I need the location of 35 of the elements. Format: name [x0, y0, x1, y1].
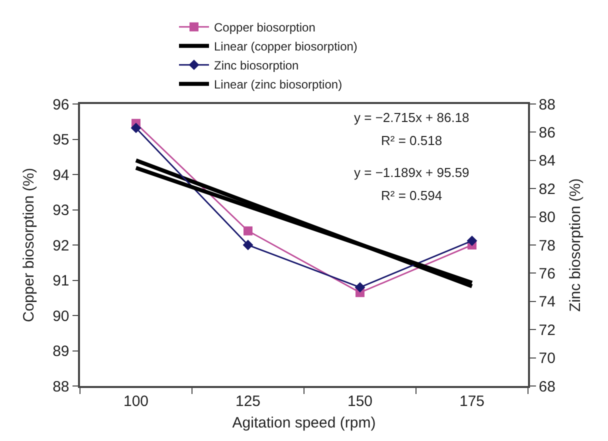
- y-tick-label: 93: [52, 202, 70, 219]
- y2-tick-label: 76: [538, 265, 556, 282]
- y2-tick-label: 70: [538, 350, 556, 368]
- x-tick-label: 100: [123, 392, 149, 410]
- x-axis-title: Agitation speed (rpm): [232, 414, 376, 432]
- legend-label: Linear (zinc biosorption): [214, 78, 342, 92]
- x-tick-label: 150: [347, 392, 373, 410]
- legend-label: Zinc biosorption: [214, 58, 299, 73]
- y-tick-label: 94: [52, 166, 70, 184]
- annotation: y = −1.189x + 95.59: [354, 165, 470, 180]
- y2-tick-label: 88: [538, 96, 556, 114]
- y-axis-title: Copper biosorption (%): [20, 168, 38, 322]
- y2-tick-label: 68: [538, 378, 556, 396]
- y2-tick-label: 82: [538, 180, 556, 198]
- legend-label: Linear (copper biosorption): [214, 40, 358, 54]
- y2-tick-label: 86: [538, 124, 556, 142]
- annotation: R² = 0.518: [381, 133, 442, 148]
- x-tick-label: 175: [459, 392, 485, 410]
- y-tick-label: 95: [52, 132, 70, 148]
- y-tick-label: 96: [52, 96, 70, 114]
- y2-tick-label: 74: [538, 294, 556, 311]
- y-tick-label: 90: [52, 308, 70, 325]
- y2-axis-title: Zinc biosorption (%): [566, 178, 584, 312]
- y-tick-label: 91: [52, 272, 70, 290]
- y2-tick-label: 80: [538, 209, 556, 226]
- y2-tick-label: 72: [538, 322, 556, 339]
- y-tick-label: 89: [52, 343, 70, 360]
- y-tick-label: 88: [52, 378, 70, 396]
- legend-label: Copper biosorption: [214, 20, 316, 35]
- annotation: y = −2.715x + 86.18: [354, 110, 470, 125]
- y2-tick-label: 78: [538, 237, 556, 254]
- annotation: R² = 0.594: [381, 188, 442, 203]
- y-tick-label: 92: [52, 237, 70, 254]
- x-tick-label: 125: [235, 392, 261, 410]
- y2-tick-label: 84: [538, 152, 556, 170]
